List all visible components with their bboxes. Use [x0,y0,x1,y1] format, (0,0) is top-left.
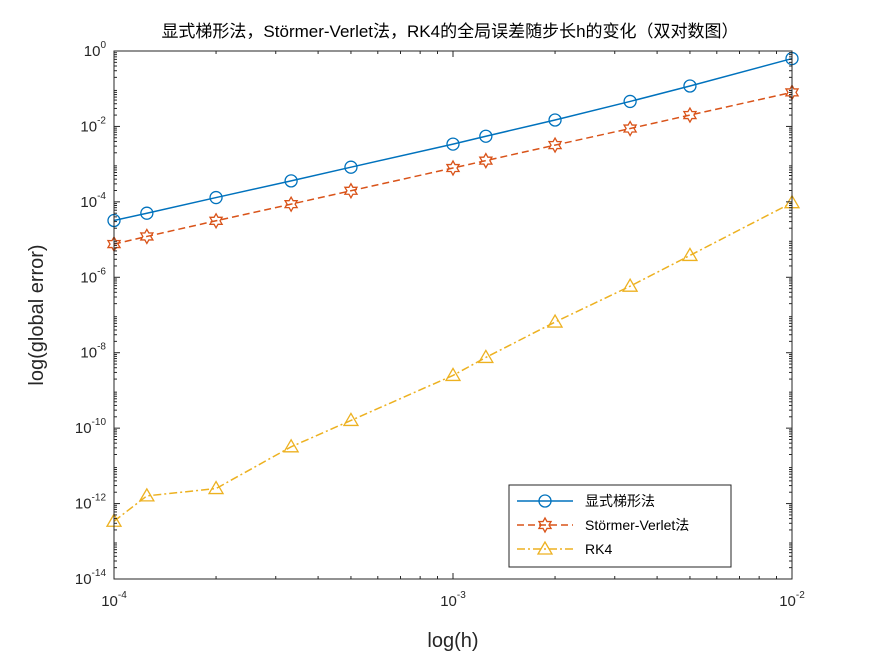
y-tick-label: 10-6 [80,266,106,286]
series-1-line [113,57,793,222]
x-tick-label: 10-3 [440,590,466,610]
series-3-line [113,202,793,522]
series-1-point [548,113,562,127]
series-1-point [140,206,154,220]
series-3-point [342,412,360,427]
y-tick-label: 100 [84,40,107,60]
series-1-point [209,190,223,205]
y-axis-label: log(global error) [26,244,48,385]
series-3-point [207,480,225,495]
x-axis-label: log(h) [427,630,478,652]
x-axis: 10-4 10-3 10-2 [101,51,805,610]
series-2-line [113,91,793,245]
legend-item: Störmer-Verlet法 [517,516,689,534]
series-2-point [283,195,299,213]
legend-box [508,484,732,568]
series-3-point [444,367,462,382]
series-2-point [622,120,638,137]
legend-marker [536,540,554,555]
series-1-point [344,160,358,174]
legend-item: 显式梯形法 [517,493,655,509]
series-3-point [138,487,155,502]
series-3-point [681,247,699,262]
series-2-point [139,228,155,245]
series-1-point [284,174,298,188]
series-2-point [682,106,698,124]
y-tick-label: 10-12 [75,493,107,513]
y-tick-label: 10-10 [75,417,107,437]
series-2-point [547,136,563,154]
legend: 显式梯形法 Störmer-Verlet法 RK4 [508,484,732,568]
legend-label: Störmer-Verlet法 [585,517,689,533]
chart-title: 显式梯形法，Störmer-Verlet法，RK4的全局误差随步长h的变化（双对… [161,22,738,41]
series-2-point [343,182,359,200]
y-tick-label: 10-2 [80,115,106,135]
legend-marker [537,516,553,534]
legend-label: 显式梯形法 [585,493,655,509]
series-2-point [445,159,461,177]
series-1-point [446,137,460,151]
y-tick-label: 10-14 [75,568,107,588]
series-2-point [478,152,494,169]
y-axis: 10-14 10-12 10-10 10-8 10-6 10-4 10-2 100 [75,40,792,588]
series-3-point [621,277,639,292]
series-1 [107,51,799,228]
x-tick-label: 10-2 [779,590,805,610]
legend-item: RK4 [517,540,612,557]
series-1-point [623,94,637,109]
y-tick-label: 10-4 [80,191,106,211]
series-3-point [282,438,300,453]
series-3-point [477,349,494,364]
y-tick-label: 10-8 [80,342,106,362]
legend-label: RK4 [585,541,612,557]
series-3-point [546,313,564,328]
series-1-point [479,129,493,143]
x-tick-label: 10-4 [101,590,127,610]
legend-marker [538,494,552,508]
series-1-point [683,79,697,93]
series-2-point [208,212,224,230]
